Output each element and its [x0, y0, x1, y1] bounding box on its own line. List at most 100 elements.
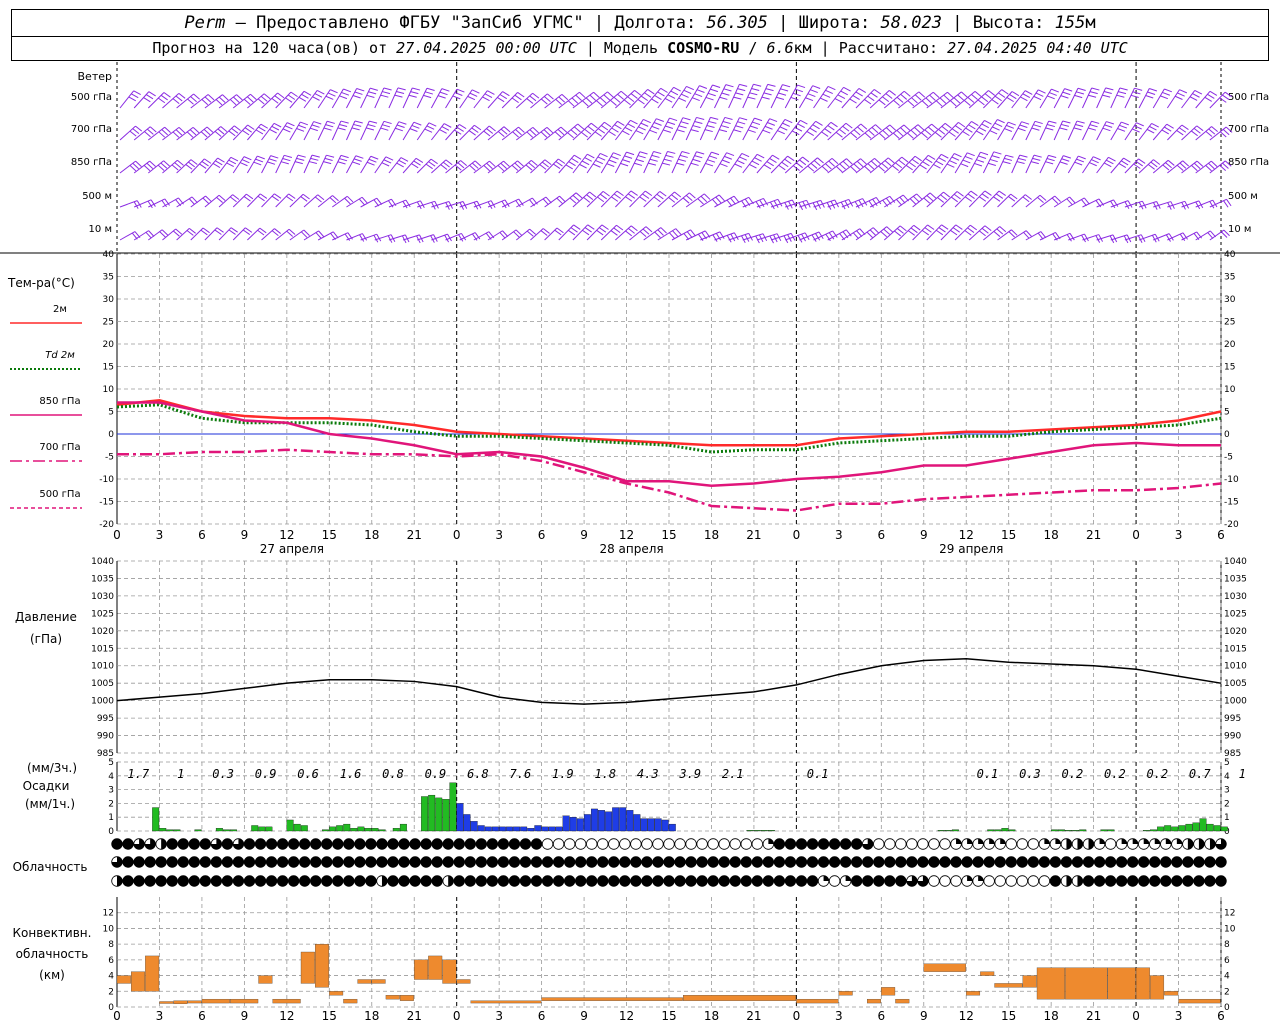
conv-x-tick-label: 12	[619, 1009, 634, 1023]
wind-barb-feather	[587, 224, 595, 230]
cloud-fill-full	[763, 875, 774, 887]
day-label: 29 апреля	[939, 542, 1003, 556]
cloud-fill-partial	[845, 875, 851, 881]
wind-barb-feather	[257, 98, 265, 105]
x-tick-label: 21	[407, 528, 422, 542]
wind-barb-feather	[925, 97, 933, 104]
wind-barb-feather	[627, 193, 636, 199]
wind-barb	[1053, 88, 1073, 109]
wind-barb-feather	[910, 129, 918, 136]
precip-bar	[661, 819, 669, 832]
wind-barb-feather	[927, 154, 936, 160]
cloud-fill-full	[211, 856, 222, 868]
y-tick-label: 4	[108, 772, 114, 782]
x-tick-label: 18	[364, 528, 379, 542]
wind-barb-feather	[1134, 87, 1143, 91]
cloud-symbol	[663, 856, 675, 868]
cloud-fill-full	[233, 875, 244, 887]
x-tick-label: 15	[661, 528, 676, 542]
wind-barb-feather	[441, 88, 450, 92]
cloud-fill-full	[332, 875, 344, 887]
y-tick-label: 4	[108, 972, 114, 982]
wind-barb	[586, 152, 608, 174]
cloud-symbol	[453, 838, 465, 850]
wind-barb-feather	[511, 97, 519, 104]
wind-barb	[954, 120, 979, 141]
y-tick-label-right: 0	[1224, 1003, 1230, 1013]
wind-barb-feather	[161, 229, 169, 236]
wind-barb-feather	[443, 123, 452, 128]
temp-series-line	[117, 448, 1222, 512]
wind-barb	[699, 116, 719, 141]
precip-3h-total: 0.8	[382, 767, 404, 781]
wind-barb-feather	[150, 199, 156, 207]
wind-barb-feather	[382, 91, 391, 95]
wind-barb-feather	[601, 125, 609, 131]
wind-barb	[162, 127, 186, 141]
wind-barb-feather	[659, 191, 667, 197]
y-tick-label: 8	[108, 940, 114, 950]
cloud-fill-full	[1182, 856, 1194, 868]
cloud-symbol	[751, 856, 764, 868]
wind-barb-feather	[1224, 160, 1232, 167]
wind-barb-staff	[1025, 121, 1036, 141]
wind-barb-staff	[657, 151, 668, 174]
cloud-symbol	[1204, 856, 1216, 868]
x-tick-label: 0	[113, 528, 121, 542]
wind-barb	[473, 160, 496, 174]
cloud-fill-full	[188, 856, 200, 868]
wind-barb-staff	[402, 121, 415, 141]
cloud-symbol	[895, 856, 907, 868]
wind-barb-staff	[728, 117, 740, 141]
cloud-symbol	[806, 856, 819, 868]
cloud-fill-full	[718, 875, 730, 887]
cloud-fill-full	[442, 838, 454, 850]
wind-barb-feather	[145, 231, 152, 239]
precip-bar	[626, 810, 634, 832]
wind-barb-feather	[969, 224, 978, 231]
wind-barb	[1195, 126, 1219, 141]
wind-barb	[445, 160, 468, 174]
precip-bar	[562, 815, 570, 832]
wind-barb	[1053, 196, 1076, 208]
cloud-symbol	[850, 838, 863, 850]
y-tick-label: 0	[108, 430, 114, 440]
wind-barb-feather	[1083, 197, 1090, 205]
cloud-symbol	[1215, 875, 1227, 887]
wind-barb-staff	[247, 93, 265, 109]
wind-barb-feather	[1047, 95, 1055, 100]
cloud-fill-full	[431, 875, 443, 887]
y-tick-label: 1020	[91, 627, 114, 637]
wind-barb-staff	[813, 86, 829, 109]
wind-barb-feather	[635, 130, 644, 135]
cloud-symbol	[310, 838, 322, 850]
cloud-fill-full	[619, 856, 631, 868]
wind-barb-feather	[567, 132, 574, 139]
cloud-fill-full	[188, 875, 200, 887]
wind-barb-feather	[303, 90, 312, 96]
wind-barb	[416, 122, 437, 141]
wind-barb-feather	[1165, 162, 1172, 169]
wind-barb-feather	[807, 165, 815, 172]
cloud-symbol	[586, 875, 598, 887]
wind-barb	[148, 229, 169, 241]
wind-barb	[1053, 120, 1071, 141]
wind-barb	[912, 91, 940, 109]
wind-barb-feather	[380, 127, 389, 131]
wind-barb-feather	[595, 160, 603, 165]
cloud-fill-full	[398, 856, 410, 868]
y-tick-label: -20	[99, 520, 114, 530]
cloud-symbol	[321, 875, 333, 887]
wind-barb	[119, 160, 142, 174]
wind-barb-feather	[143, 97, 151, 103]
wind-barb-feather	[870, 92, 878, 98]
cloud-fill-full	[299, 856, 310, 868]
convective-bar	[1036, 967, 1065, 1000]
cloud-fill-full	[586, 875, 598, 887]
wind-barb	[855, 227, 880, 241]
wind-barb-feather	[352, 95, 361, 99]
wind-barb	[218, 227, 238, 241]
cloud-symbol	[354, 875, 366, 887]
wind-barb-feather	[543, 129, 551, 136]
wind-barb	[1181, 125, 1204, 141]
